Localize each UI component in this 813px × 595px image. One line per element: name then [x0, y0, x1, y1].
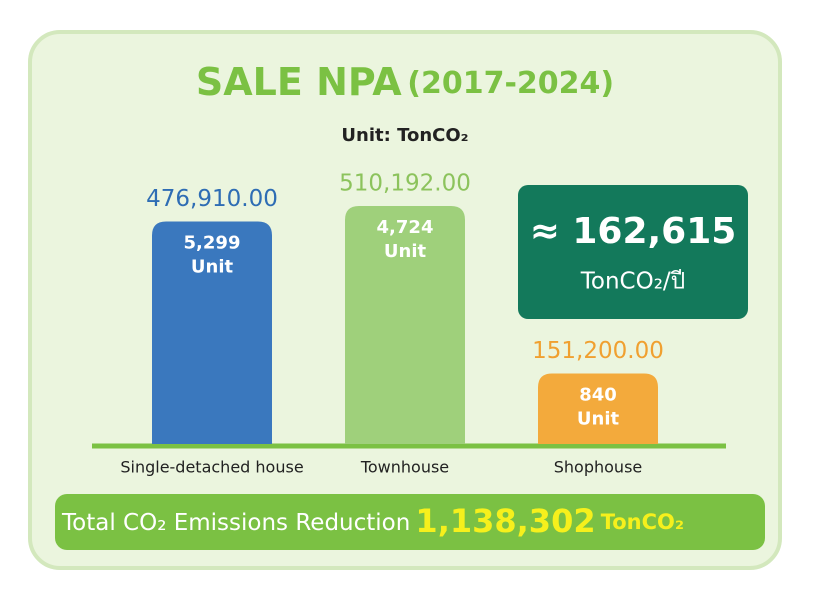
x-tick-label: Townhouse [360, 458, 449, 477]
x-tick-label: Single-detached house [120, 458, 303, 477]
subtitle: Unit: TonCO₂ [341, 125, 468, 146]
unit-word: Unit [191, 257, 234, 278]
unit-word: Unit [577, 408, 620, 429]
callout-box [518, 185, 748, 319]
unit-count: 4,724 [377, 217, 434, 238]
chart-title-line: SALE NPA (2017-2024) [196, 60, 614, 104]
bar [538, 373, 658, 444]
chart-title: SALE NPA [196, 60, 402, 104]
value-label: 476,910.00 [146, 186, 278, 212]
callout-unit: TonCO₂/ปี [580, 269, 686, 295]
unit-word: Unit [384, 241, 427, 262]
total-unit: TonCO₂ [601, 510, 684, 534]
callout-value: ≈ 162,615 [530, 211, 737, 252]
total-line: Total CO₂ Emissions Reduction 1,138,302 … [61, 502, 684, 540]
value-label: 510,192.00 [339, 171, 471, 197]
unit-count: 5,299 [184, 233, 241, 254]
value-label: 151,200.00 [532, 338, 664, 364]
total-label: Total CO₂ Emissions Reduction [61, 510, 410, 536]
unit-count: 840 [579, 384, 617, 405]
title-period: (2017-2024) [407, 66, 614, 101]
bar [345, 206, 465, 444]
total-value: 1,138,302 [415, 502, 595, 540]
total-bar [55, 494, 765, 550]
bar [152, 221, 272, 444]
x-tick-label: Shophouse [554, 458, 643, 477]
